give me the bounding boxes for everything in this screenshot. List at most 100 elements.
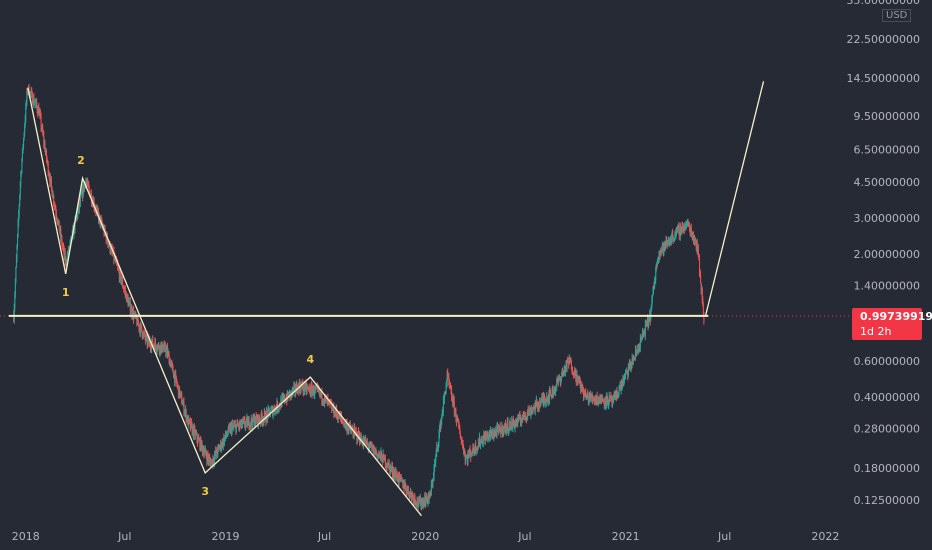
candle-body [88,186,90,191]
annotations-group: 1 2 3 4 [0,81,932,517]
candle-body [44,143,46,152]
candle-body [110,247,112,252]
candle-body [583,389,585,397]
candle-body [31,92,33,104]
wave-label-3: 3 [201,485,209,498]
candle-body [104,228,106,234]
candle-body [141,331,143,337]
candle-body [236,425,237,432]
candle-body [403,483,405,489]
candle-body [550,391,552,395]
candle-body [56,214,57,218]
candle-body [486,435,488,438]
candle-body [158,344,160,349]
candle-body [79,202,80,209]
candle-body [348,427,350,431]
x-tick-label: Jul [117,530,131,543]
candle-body [410,491,412,494]
x-tick-label: Jul [317,530,331,543]
candle-body [56,217,58,221]
candle-body [81,193,83,195]
candle-body [26,90,28,103]
candle-body [527,410,529,414]
candle-body [341,416,343,419]
candle-body [503,426,505,431]
candle-body [381,452,383,456]
candle-body [699,258,701,274]
candle-body [270,413,271,416]
candle-body [247,420,249,426]
candle-body [536,400,538,403]
candle-body [18,205,20,215]
candle-body [120,272,122,283]
candle-body [74,219,76,231]
candle-body [40,116,42,128]
candle-body [703,314,705,321]
candle-body [19,182,21,196]
y-tick-label: 0.12500000 [854,494,920,507]
candle-body [42,127,44,134]
candle-body [162,348,164,352]
candle-body [264,412,265,419]
x-axis[interactable]: 2018 Jul 2019 Jul 2020 Jul 2021 Jul 2022 [12,530,840,543]
candle-body [172,366,174,373]
candle-body [80,197,82,204]
candle-body [196,433,198,440]
candle-body [15,267,17,282]
y-tick-label: 35.00000000 [847,0,920,7]
candle-body [181,394,183,404]
candle-body [16,246,18,258]
x-tick-label: 2019 [211,530,239,543]
y-axis[interactable]: 35.00000000 22.50000000 14.50000000 9.50000… [847,0,920,507]
candle-body [185,409,187,420]
candle-body [99,214,101,217]
candle-body [409,492,411,498]
candle-body [702,305,704,315]
candle-body [293,388,294,392]
candle-body [16,257,17,268]
candle-body [640,338,641,347]
y-tick-label: 22.50000000 [847,33,920,46]
candle-body [80,194,82,198]
candle-body [315,387,317,390]
candle-body [690,228,692,233]
candle-body [22,148,23,161]
candle-body [161,342,163,352]
candle-body [189,419,190,421]
candle-body [376,451,378,454]
candle-body [414,495,416,501]
candle-body [549,389,551,401]
candle-body [397,474,399,481]
candle-body [310,385,312,394]
candle-body [442,400,444,412]
candle-body [305,383,306,390]
candle-body [430,484,432,496]
candle-body [284,396,286,402]
candle-body [465,458,467,461]
y-tick-label: 14.50000000 [847,72,920,85]
candle-body [688,221,690,226]
candle-body [575,371,577,381]
candle-body [426,493,428,499]
candle-body [571,362,572,370]
candle-body [445,385,447,394]
candle-body [471,453,473,454]
candle-body [129,302,131,314]
candle-body [501,429,502,435]
candle-body [69,241,71,247]
candle-body [420,497,422,508]
y-tick-label: 6.50000000 [854,143,920,156]
candle-body [141,326,143,332]
candle-body [23,138,25,148]
candle-body [465,457,467,459]
bar-countdown: 1d 2h [860,325,892,338]
candle-body [432,479,434,485]
candle-body [17,234,19,247]
candle-body [70,238,72,242]
candle-body [665,241,667,246]
y-tick-label: 0.60000000 [854,355,920,368]
candle-body [421,501,423,505]
candle-body [89,190,91,197]
